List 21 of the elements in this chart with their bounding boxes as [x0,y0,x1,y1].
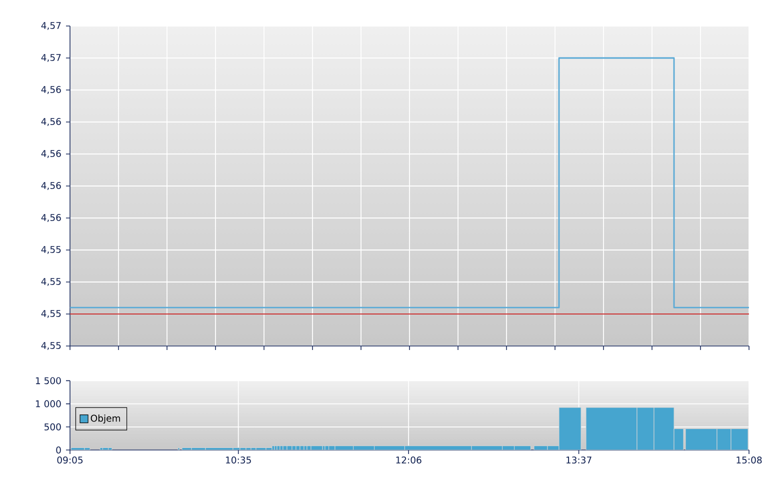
y-tick-label: 4,57 [41,54,61,62]
y-tick-label: 500 [44,423,61,430]
x-tick-label: 10:35 [226,456,251,464]
y-tick-label: 4,56 [41,86,61,94]
x-tick-label: 09:05 [57,456,83,464]
y-tick-label: 4,57 [41,22,61,30]
y-tick-label: 4,55 [41,278,61,286]
x-tick-label: 12:06 [396,456,422,464]
y-tick-label: 1 000 [36,400,61,408]
y-tick-label: 4,55 [41,342,61,350]
text: Objem [90,414,120,424]
y-tick-label: 4,56 [41,182,61,190]
x-tick-label: 13:37 [566,456,592,464]
y-tick-label: 1 500 [36,377,61,384]
y-tick-label: 4,56 [41,214,61,222]
y-tick-label: 4,56 [41,150,61,158]
y-tick-label: 4,55 [41,310,61,318]
y-tick-label: 0 [56,446,61,454]
x-tick-label: 15:08 [736,456,762,464]
y-tick-label: 4,55 [41,246,61,254]
y-tick-label: 4,56 [41,118,61,126]
